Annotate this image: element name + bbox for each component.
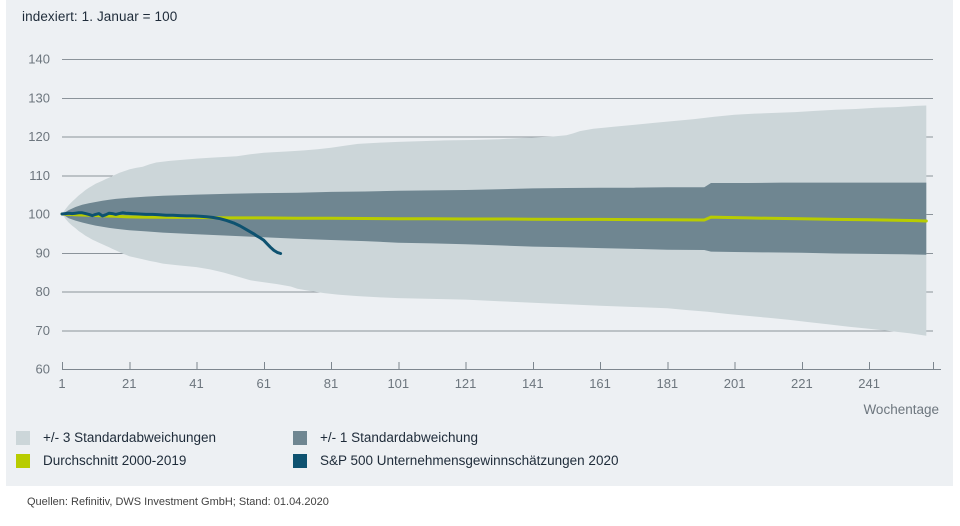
x-tick-label: 21	[122, 376, 136, 391]
x-tick-label: 121	[455, 376, 477, 391]
x-tick-label: 101	[387, 376, 409, 391]
y-tick-label: 140	[28, 52, 50, 67]
average-line	[60, 212, 928, 223]
source-note: Quellen: Refinitiv, DWS Investment GmbH;…	[27, 496, 329, 508]
x-tick-label: 181	[656, 376, 678, 391]
y-tick-label: 110	[29, 168, 50, 183]
y-tick-label: 130	[28, 90, 50, 105]
y-tick-label: 120	[28, 129, 50, 144]
y-tick-label: 90	[36, 245, 50, 260]
x-tick-label: 161	[589, 376, 611, 391]
y-tick-label: 80	[36, 284, 50, 299]
chart-title: indexiert: 1. Januar = 100	[22, 9, 178, 24]
x-tick-label: 41	[189, 376, 203, 391]
y-tick-label: 60	[36, 362, 50, 377]
y-tick-label: 100	[28, 207, 50, 222]
x-tick-label: 201	[724, 376, 746, 391]
x-tick-label: 241	[858, 376, 880, 391]
x-tick-label: 141	[522, 376, 544, 391]
x-axis-label: Wochentage	[863, 402, 939, 417]
sp500-line	[60, 211, 283, 255]
y-tick-label: 70	[36, 323, 50, 338]
x-tick-label: 81	[324, 376, 338, 391]
x-tick-label: 221	[791, 376, 813, 391]
x-tick-label: 61	[257, 376, 271, 391]
x-tick-label: 1	[58, 376, 65, 391]
